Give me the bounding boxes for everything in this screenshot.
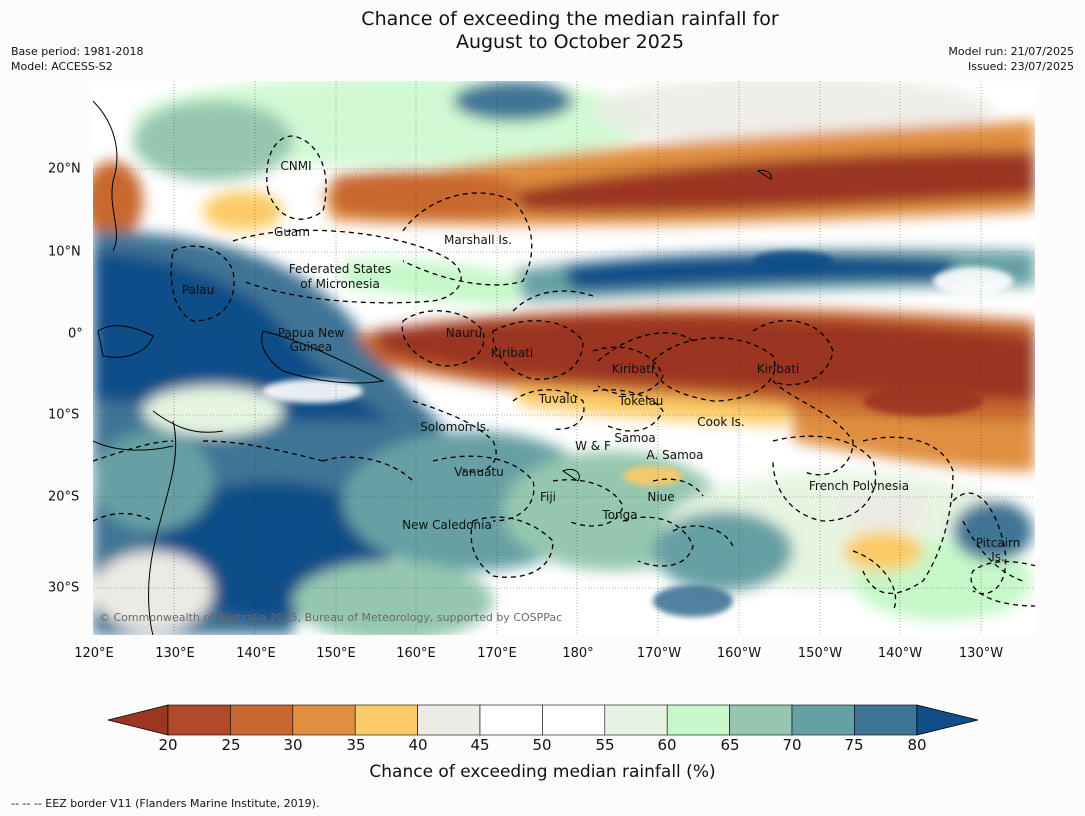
lon-label-140w: 140°W	[877, 646, 923, 661]
map-title: Chance of exceeding the median rainfall …	[0, 8, 1085, 54]
place-labels: CNMI Guam Marshall Is. Federated States …	[182, 159, 1020, 564]
colorbar-label-55: 55	[595, 736, 615, 754]
label-pitcairn-1: Pitcairn	[976, 536, 1021, 550]
title-line-1: Chance of exceeding the median rainfall …	[361, 8, 779, 30]
lat-label-0: 0°	[68, 326, 83, 342]
label-solomon: Solomon Is.	[420, 420, 490, 434]
colorbar-label-40: 40	[408, 736, 428, 754]
colorbar-label-30: 30	[283, 736, 303, 754]
colorbar-segments	[107, 704, 979, 736]
label-png-1: Papua New	[278, 326, 345, 340]
label-tuvalu: Tuvalu	[538, 392, 578, 406]
lat-label-30s: 30°S	[48, 580, 80, 596]
model-name: Model: ACCESS-S2	[11, 60, 113, 73]
colorbar-extend-high	[916, 704, 979, 736]
model-run: Model run: 21/07/2025	[948, 45, 1074, 58]
colorbar-segment	[479, 704, 543, 736]
colorbar-label-25: 25	[221, 736, 241, 754]
label-asamoa: A. Samoa	[647, 448, 704, 462]
rainfall-detail	[263, 251, 1013, 617]
lon-label-150w: 150°W	[797, 646, 843, 661]
colorbar-label-70: 70	[782, 736, 802, 754]
label-fsm-1: Federated States	[289, 262, 391, 276]
label-niue: Niue	[647, 490, 674, 504]
colorbar-segment	[604, 704, 668, 736]
colorbar	[107, 704, 979, 736]
label-marshall: Marshall Is.	[444, 233, 512, 247]
coastlines	[93, 100, 772, 635]
label-kiribati-east: Kiribati	[757, 362, 799, 376]
colorbar-segment	[230, 704, 294, 736]
colorbar-label-20: 20	[158, 736, 178, 754]
colorbar-label-50: 50	[532, 736, 552, 754]
label-newcal: New Caledonia	[402, 518, 492, 532]
copyright-note: © Commonwealth of Australia 2025, Bureau…	[99, 611, 563, 624]
lon-label-130w: 130°W	[958, 646, 1004, 661]
colorbar-title: Chance of exceeding median rainfall (%)	[369, 762, 716, 782]
lon-label-120e: 120°E	[74, 646, 114, 661]
colorbar-label-35: 35	[346, 736, 366, 754]
label-cook: Cook Is.	[697, 415, 744, 429]
colorbar-label-80: 80	[907, 736, 927, 754]
colorbar-segment	[791, 704, 855, 736]
rainfall-map: CNMI Guam Marshall Is. Federated States …	[93, 81, 1035, 635]
lon-label-150e: 150°E	[316, 646, 356, 661]
colorbar-segment	[292, 704, 356, 736]
lon-label-140e: 140°E	[236, 646, 276, 661]
lat-label-10n: 10°N	[48, 244, 81, 260]
meta-left: Base period: 1981-2018 Model: ACCESS-S2	[11, 44, 143, 74]
lon-label-170e: 170°E	[477, 646, 517, 661]
label-vanuatu: Vanuatu	[454, 465, 504, 479]
colorbar-segment	[354, 704, 418, 736]
lon-label-130e: 130°E	[155, 646, 195, 661]
colorbar-segment	[666, 704, 730, 736]
colorbar-label-65: 65	[720, 736, 740, 754]
colorbar-segment	[167, 704, 231, 736]
colorbar-segment	[854, 704, 918, 736]
lat-label-10s: 10°S	[48, 407, 80, 423]
title-line-2: August to October 2025	[455, 31, 685, 53]
meta-right: Model run: 21/07/2025 Issued: 23/07/2025	[948, 44, 1074, 74]
lat-label-20s: 20°S	[48, 489, 80, 505]
label-samoa: Samoa	[614, 431, 655, 445]
base-period: Base period: 1981-2018	[11, 45, 144, 58]
lon-label-160e: 160°E	[396, 646, 436, 661]
issued-date: Issued: 23/07/2025	[967, 60, 1074, 73]
colorbar-extend-low	[107, 704, 169, 736]
colorbar-segment	[542, 704, 606, 736]
lon-label-170w: 170°W	[636, 646, 682, 661]
colorbar-label-60: 60	[657, 736, 677, 754]
label-fsm-2: of Micronesia	[300, 277, 380, 291]
eez-footnote: -- -- -- EEZ border V11 (Flanders Marine…	[11, 797, 320, 810]
lon-label-160w: 160°W	[716, 646, 762, 661]
colorbar-segment	[417, 704, 481, 736]
label-kiribati-central: Kiribati	[612, 362, 654, 376]
label-pitcairn-2: Is.	[991, 550, 1005, 564]
label-tonga: Tonga	[601, 508, 637, 522]
lat-label-20n: 20°N	[48, 161, 81, 177]
label-palau: Palau	[182, 283, 214, 297]
colorbar-label-75: 75	[844, 736, 864, 754]
label-kiribati-west: Kiribati	[491, 346, 533, 360]
label-cnmi: CNMI	[280, 159, 311, 173]
lon-label-180: 180°	[562, 646, 594, 661]
colorbar-segment	[729, 704, 793, 736]
label-nauru: Nauru	[446, 326, 482, 340]
label-frpoly: French Polynesia	[809, 479, 909, 493]
label-fiji: Fiji	[540, 490, 556, 504]
label-tokelau: Tokelau	[618, 394, 664, 408]
label-wf: W & F	[575, 439, 611, 453]
label-png-2: Guinea	[290, 340, 333, 354]
eez-borders	[93, 135, 1035, 612]
label-guam: Guam	[274, 225, 310, 239]
colorbar-label-45: 45	[470, 736, 490, 754]
rainfall-field	[93, 81, 1035, 635]
